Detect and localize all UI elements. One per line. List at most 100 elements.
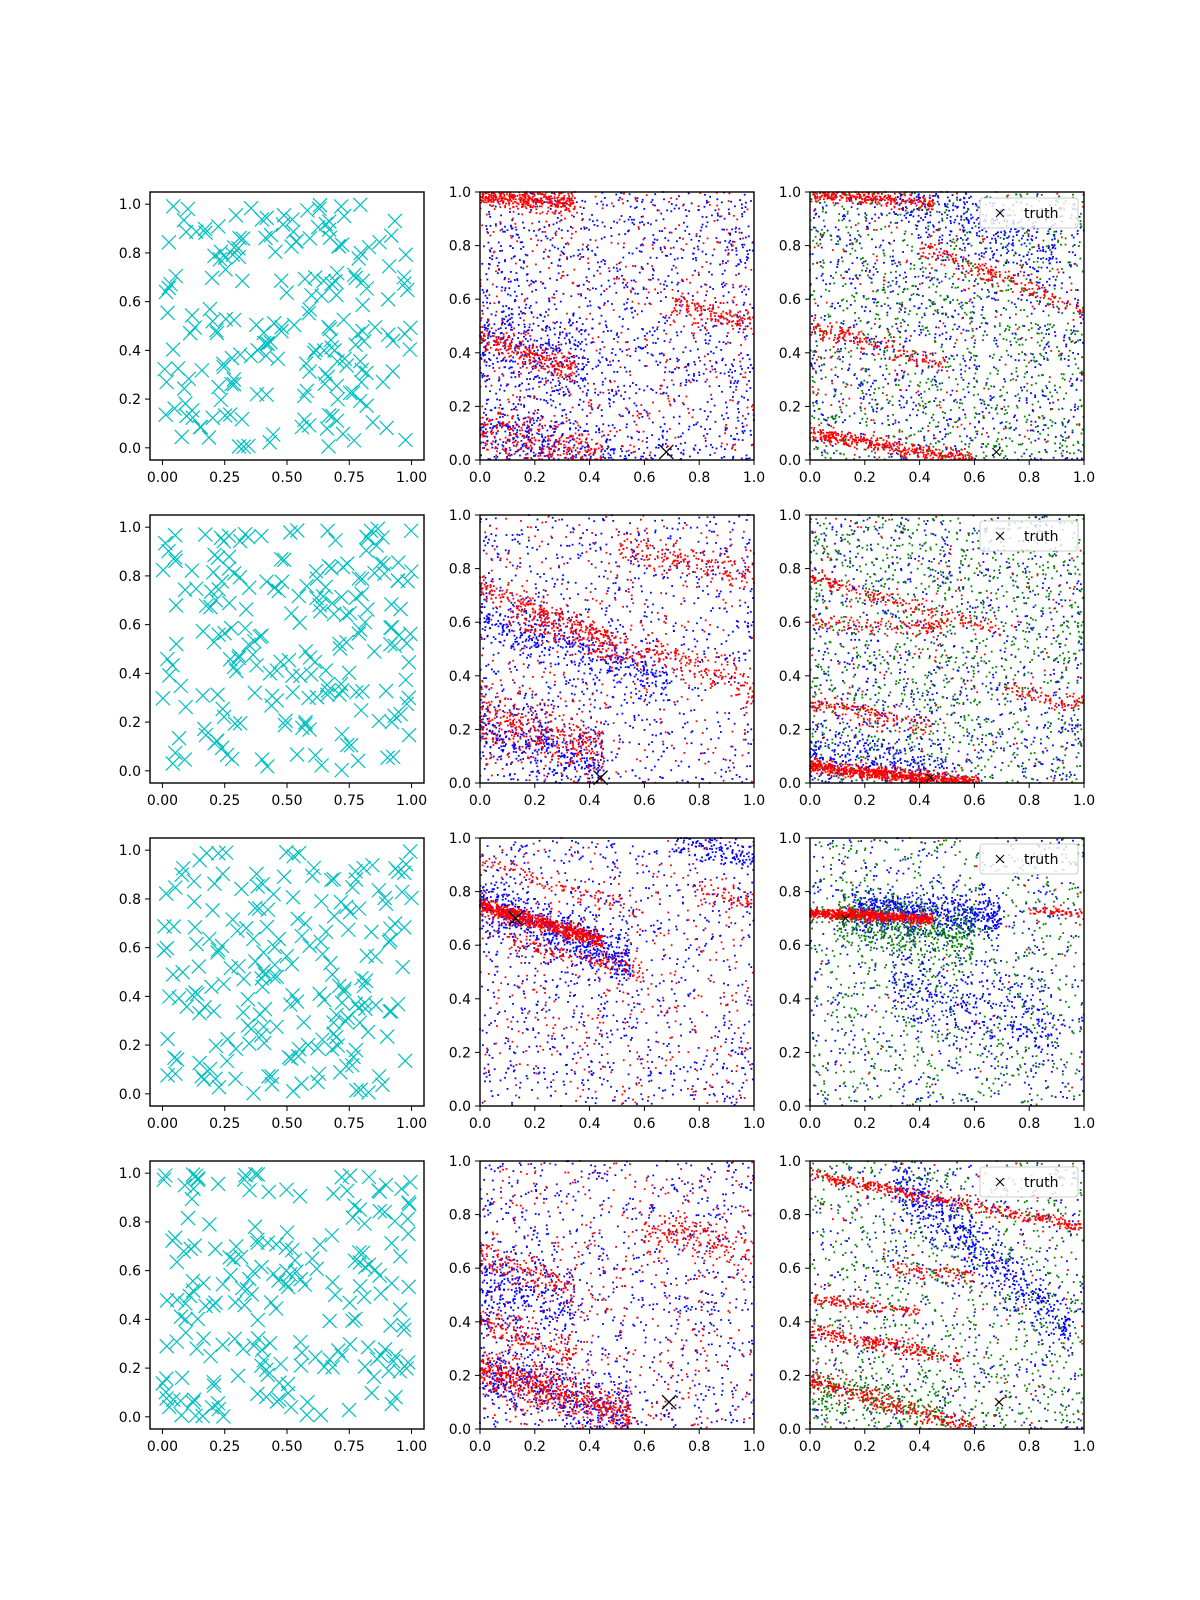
red-point bbox=[531, 198, 533, 200]
blue-point bbox=[1049, 278, 1051, 280]
blue-point bbox=[1065, 346, 1067, 348]
blue-point bbox=[488, 213, 490, 215]
blue-point bbox=[722, 286, 724, 288]
blue-point bbox=[717, 198, 719, 200]
blue-point bbox=[541, 444, 543, 446]
blue-point bbox=[578, 374, 580, 376]
blue-point bbox=[743, 244, 745, 246]
blue-point bbox=[693, 380, 695, 382]
blue-point bbox=[970, 196, 972, 198]
red-point bbox=[493, 199, 495, 201]
green-point bbox=[862, 257, 864, 259]
blue-point bbox=[705, 440, 707, 442]
blue-point bbox=[500, 385, 502, 387]
blue-point bbox=[487, 375, 489, 377]
red-point bbox=[533, 397, 535, 399]
blue-point bbox=[739, 199, 741, 201]
sample-marker bbox=[235, 412, 249, 426]
green-point bbox=[935, 291, 937, 293]
blue-point bbox=[578, 293, 580, 295]
blue-point bbox=[619, 197, 621, 199]
blue-point bbox=[899, 274, 901, 276]
blue-point bbox=[603, 259, 605, 261]
red-point bbox=[484, 339, 486, 341]
blue-point bbox=[906, 402, 908, 404]
blue-point bbox=[496, 433, 498, 435]
blue-point bbox=[698, 240, 700, 242]
blue-point bbox=[563, 378, 565, 380]
blue-point bbox=[588, 229, 590, 231]
red-point bbox=[558, 377, 560, 379]
blue-point bbox=[743, 397, 745, 399]
sample-marker bbox=[210, 326, 224, 340]
blue-point bbox=[875, 399, 877, 401]
blue-point bbox=[933, 434, 935, 436]
red-point bbox=[574, 206, 576, 208]
blue-point bbox=[524, 363, 526, 365]
blue-point bbox=[634, 421, 636, 423]
red-point bbox=[561, 215, 563, 217]
blue-point bbox=[719, 242, 721, 244]
red-point bbox=[503, 333, 505, 335]
red-point bbox=[565, 446, 567, 448]
blue-point bbox=[717, 213, 719, 215]
blue-point bbox=[874, 263, 876, 265]
blue-point bbox=[602, 384, 604, 386]
blue-point bbox=[1017, 298, 1019, 300]
red-point bbox=[738, 324, 740, 326]
blue-point bbox=[601, 356, 603, 358]
red-point bbox=[566, 441, 568, 443]
red-point bbox=[609, 361, 611, 363]
red-point bbox=[749, 322, 751, 324]
blue-point bbox=[869, 277, 871, 279]
blue-point bbox=[865, 393, 867, 395]
blue-point bbox=[545, 330, 547, 332]
blue-point bbox=[955, 448, 957, 450]
red-point bbox=[603, 304, 605, 306]
blue-point bbox=[581, 213, 583, 215]
blue-point bbox=[919, 322, 921, 324]
blue-point bbox=[548, 343, 550, 345]
green-point bbox=[1070, 333, 1072, 335]
blue-point bbox=[1031, 253, 1033, 255]
red-point bbox=[720, 302, 722, 304]
blue-point bbox=[522, 444, 524, 446]
blue-point bbox=[613, 221, 615, 223]
blue-point bbox=[914, 305, 916, 307]
blue-point bbox=[1014, 415, 1016, 417]
blue-point bbox=[526, 435, 528, 437]
blue-point bbox=[738, 439, 740, 441]
red-point bbox=[562, 357, 564, 359]
red-point bbox=[705, 284, 707, 286]
blue-point bbox=[662, 437, 664, 439]
blue-point bbox=[562, 252, 564, 254]
red-point bbox=[515, 263, 517, 265]
blue-point bbox=[627, 286, 629, 288]
red-point bbox=[664, 246, 666, 248]
blue-point bbox=[1023, 386, 1025, 388]
blue-point bbox=[604, 197, 606, 199]
red-point bbox=[492, 335, 494, 337]
blue-point bbox=[541, 434, 543, 436]
red-point bbox=[540, 281, 542, 283]
x-tick-label: 0.6 bbox=[963, 470, 985, 486]
green-point bbox=[1068, 355, 1070, 357]
red-point bbox=[526, 200, 528, 202]
blue-point bbox=[940, 248, 942, 250]
blue-point bbox=[905, 281, 907, 283]
blue-point bbox=[974, 292, 976, 294]
red-point bbox=[646, 365, 648, 367]
red-point bbox=[718, 321, 720, 323]
blue-point bbox=[1073, 237, 1075, 239]
blue-point bbox=[887, 415, 889, 417]
blue-point bbox=[1000, 422, 1002, 424]
blue-point bbox=[1034, 440, 1036, 442]
blue-point bbox=[660, 249, 662, 251]
blue-point bbox=[1081, 380, 1083, 382]
blue-point bbox=[942, 438, 944, 440]
red-point bbox=[714, 315, 716, 317]
blue-point bbox=[949, 338, 951, 340]
blue-point bbox=[811, 331, 813, 333]
sample-marker bbox=[229, 208, 243, 222]
blue-point bbox=[570, 256, 572, 258]
